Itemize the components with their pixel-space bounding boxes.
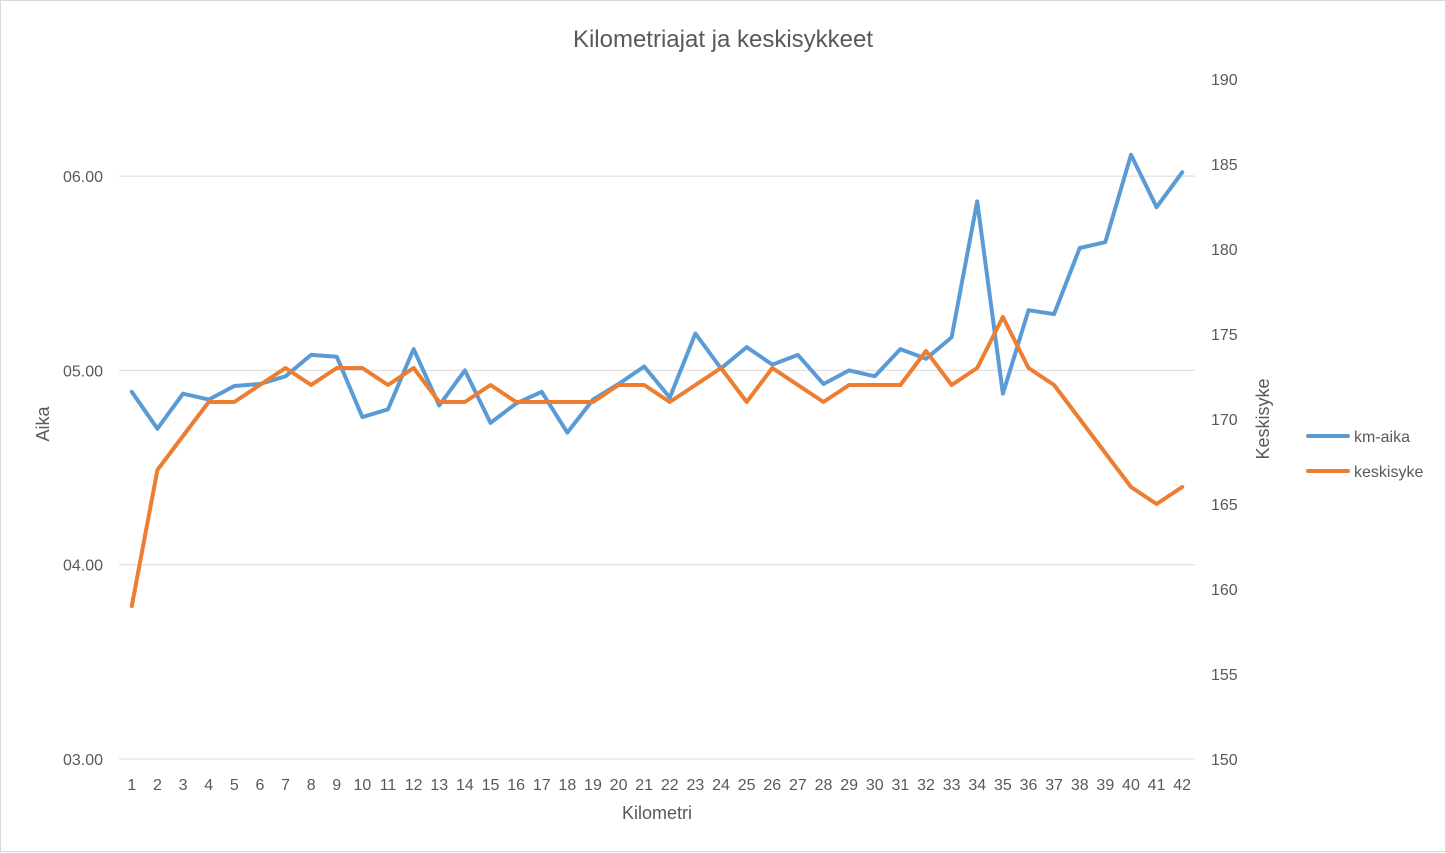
left-tick-label: 04.00 <box>63 558 103 575</box>
x-tick-label: 22 <box>661 777 679 794</box>
legend: km-aika keskisyke <box>1306 429 1423 481</box>
right-tick-label: 190 <box>1211 72 1238 89</box>
gridlines <box>119 175 1195 760</box>
x-tick-label: 16 <box>507 777 525 794</box>
right-tick-label: 165 <box>1211 497 1238 514</box>
x-tick-label: 29 <box>840 777 858 794</box>
x-tick-label: 31 <box>891 777 909 794</box>
x-axis-ticks: 1 2 3 4 5 6 7 8 9 10 11 12 13 14 15 16 17 18 19 20 21 22 23 24 2… <box>127 777 1191 794</box>
x-tick-label: 17 <box>533 777 551 794</box>
right-tick-label: 185 <box>1211 157 1238 174</box>
x-tick-label: 18 <box>558 777 576 794</box>
x-tick-label: 33 <box>943 777 961 794</box>
x-tick-label: 7 <box>281 777 290 794</box>
x-tick-label: 34 <box>968 777 986 794</box>
right-tick-label: 150 <box>1211 752 1238 769</box>
x-tick-label: 32 <box>917 777 935 794</box>
right-tick-label: 170 <box>1211 412 1238 429</box>
right-axis-ticks: 150 155 160 165 170 175 180 185 190 <box>1211 72 1238 769</box>
x-tick-label: 9 <box>332 777 341 794</box>
x-tick-label: 1 <box>127 777 136 794</box>
x-tick-label: 2 <box>153 777 162 794</box>
x-tick-label: 15 <box>482 777 500 794</box>
x-tick-label: 23 <box>687 777 705 794</box>
left-axis-label: Aika <box>33 406 53 442</box>
x-tick-label: 11 <box>380 777 397 794</box>
left-tick-label: 05.00 <box>63 363 103 380</box>
right-tick-label: 180 <box>1211 242 1238 259</box>
right-tick-label: 175 <box>1211 327 1238 344</box>
x-tick-label: 20 <box>610 777 628 794</box>
x-tick-label: 19 <box>584 777 602 794</box>
x-tick-label: 6 <box>255 777 264 794</box>
x-tick-label: 14 <box>456 777 474 794</box>
x-tick-label: 40 <box>1122 777 1140 794</box>
right-tick-label: 160 <box>1211 582 1238 599</box>
x-tick-label: 39 <box>1096 777 1114 794</box>
x-tick-label: 30 <box>866 777 884 794</box>
x-tick-label: 26 <box>763 777 781 794</box>
x-tick-label: 25 <box>738 777 756 794</box>
x-tick-label: 3 <box>179 777 188 794</box>
legend-label: km-aika <box>1354 429 1410 446</box>
x-tick-label: 24 <box>712 777 730 794</box>
x-tick-label: 5 <box>230 777 239 794</box>
x-tick-label: 36 <box>1020 777 1038 794</box>
series-lines <box>129 152 1185 608</box>
x-tick-label: 21 <box>635 777 653 794</box>
left-tick-label: 06.00 <box>63 169 103 186</box>
left-axis-ticks: 03.00 04.00 05.00 06.00 <box>63 169 103 769</box>
left-tick-label: 03.00 <box>63 752 103 769</box>
x-tick-label: 10 <box>353 777 371 794</box>
x-tick-label: 4 <box>204 777 213 794</box>
series-line-keskisyke <box>129 315 1185 608</box>
series-line-km-aika <box>129 152 1185 435</box>
x-tick-label: 28 <box>815 777 833 794</box>
right-axis-label: Keskisyke <box>1253 378 1273 459</box>
x-tick-label: 37 <box>1045 777 1063 794</box>
legend-label: keskisyke <box>1354 464 1423 481</box>
x-tick-label: 8 <box>307 777 316 794</box>
x-tick-label: 41 <box>1148 777 1166 794</box>
x-axis-label: Kilometri <box>622 803 692 823</box>
x-tick-label: 13 <box>430 777 448 794</box>
x-tick-label: 12 <box>405 777 423 794</box>
right-tick-label: 155 <box>1211 667 1238 684</box>
x-tick-label: 42 <box>1173 777 1191 794</box>
x-tick-label: 27 <box>789 777 807 794</box>
x-tick-label: 38 <box>1071 777 1089 794</box>
x-tick-label: 35 <box>994 777 1012 794</box>
chart-title: Kilometriajat ja keskisykkeet <box>573 26 873 53</box>
